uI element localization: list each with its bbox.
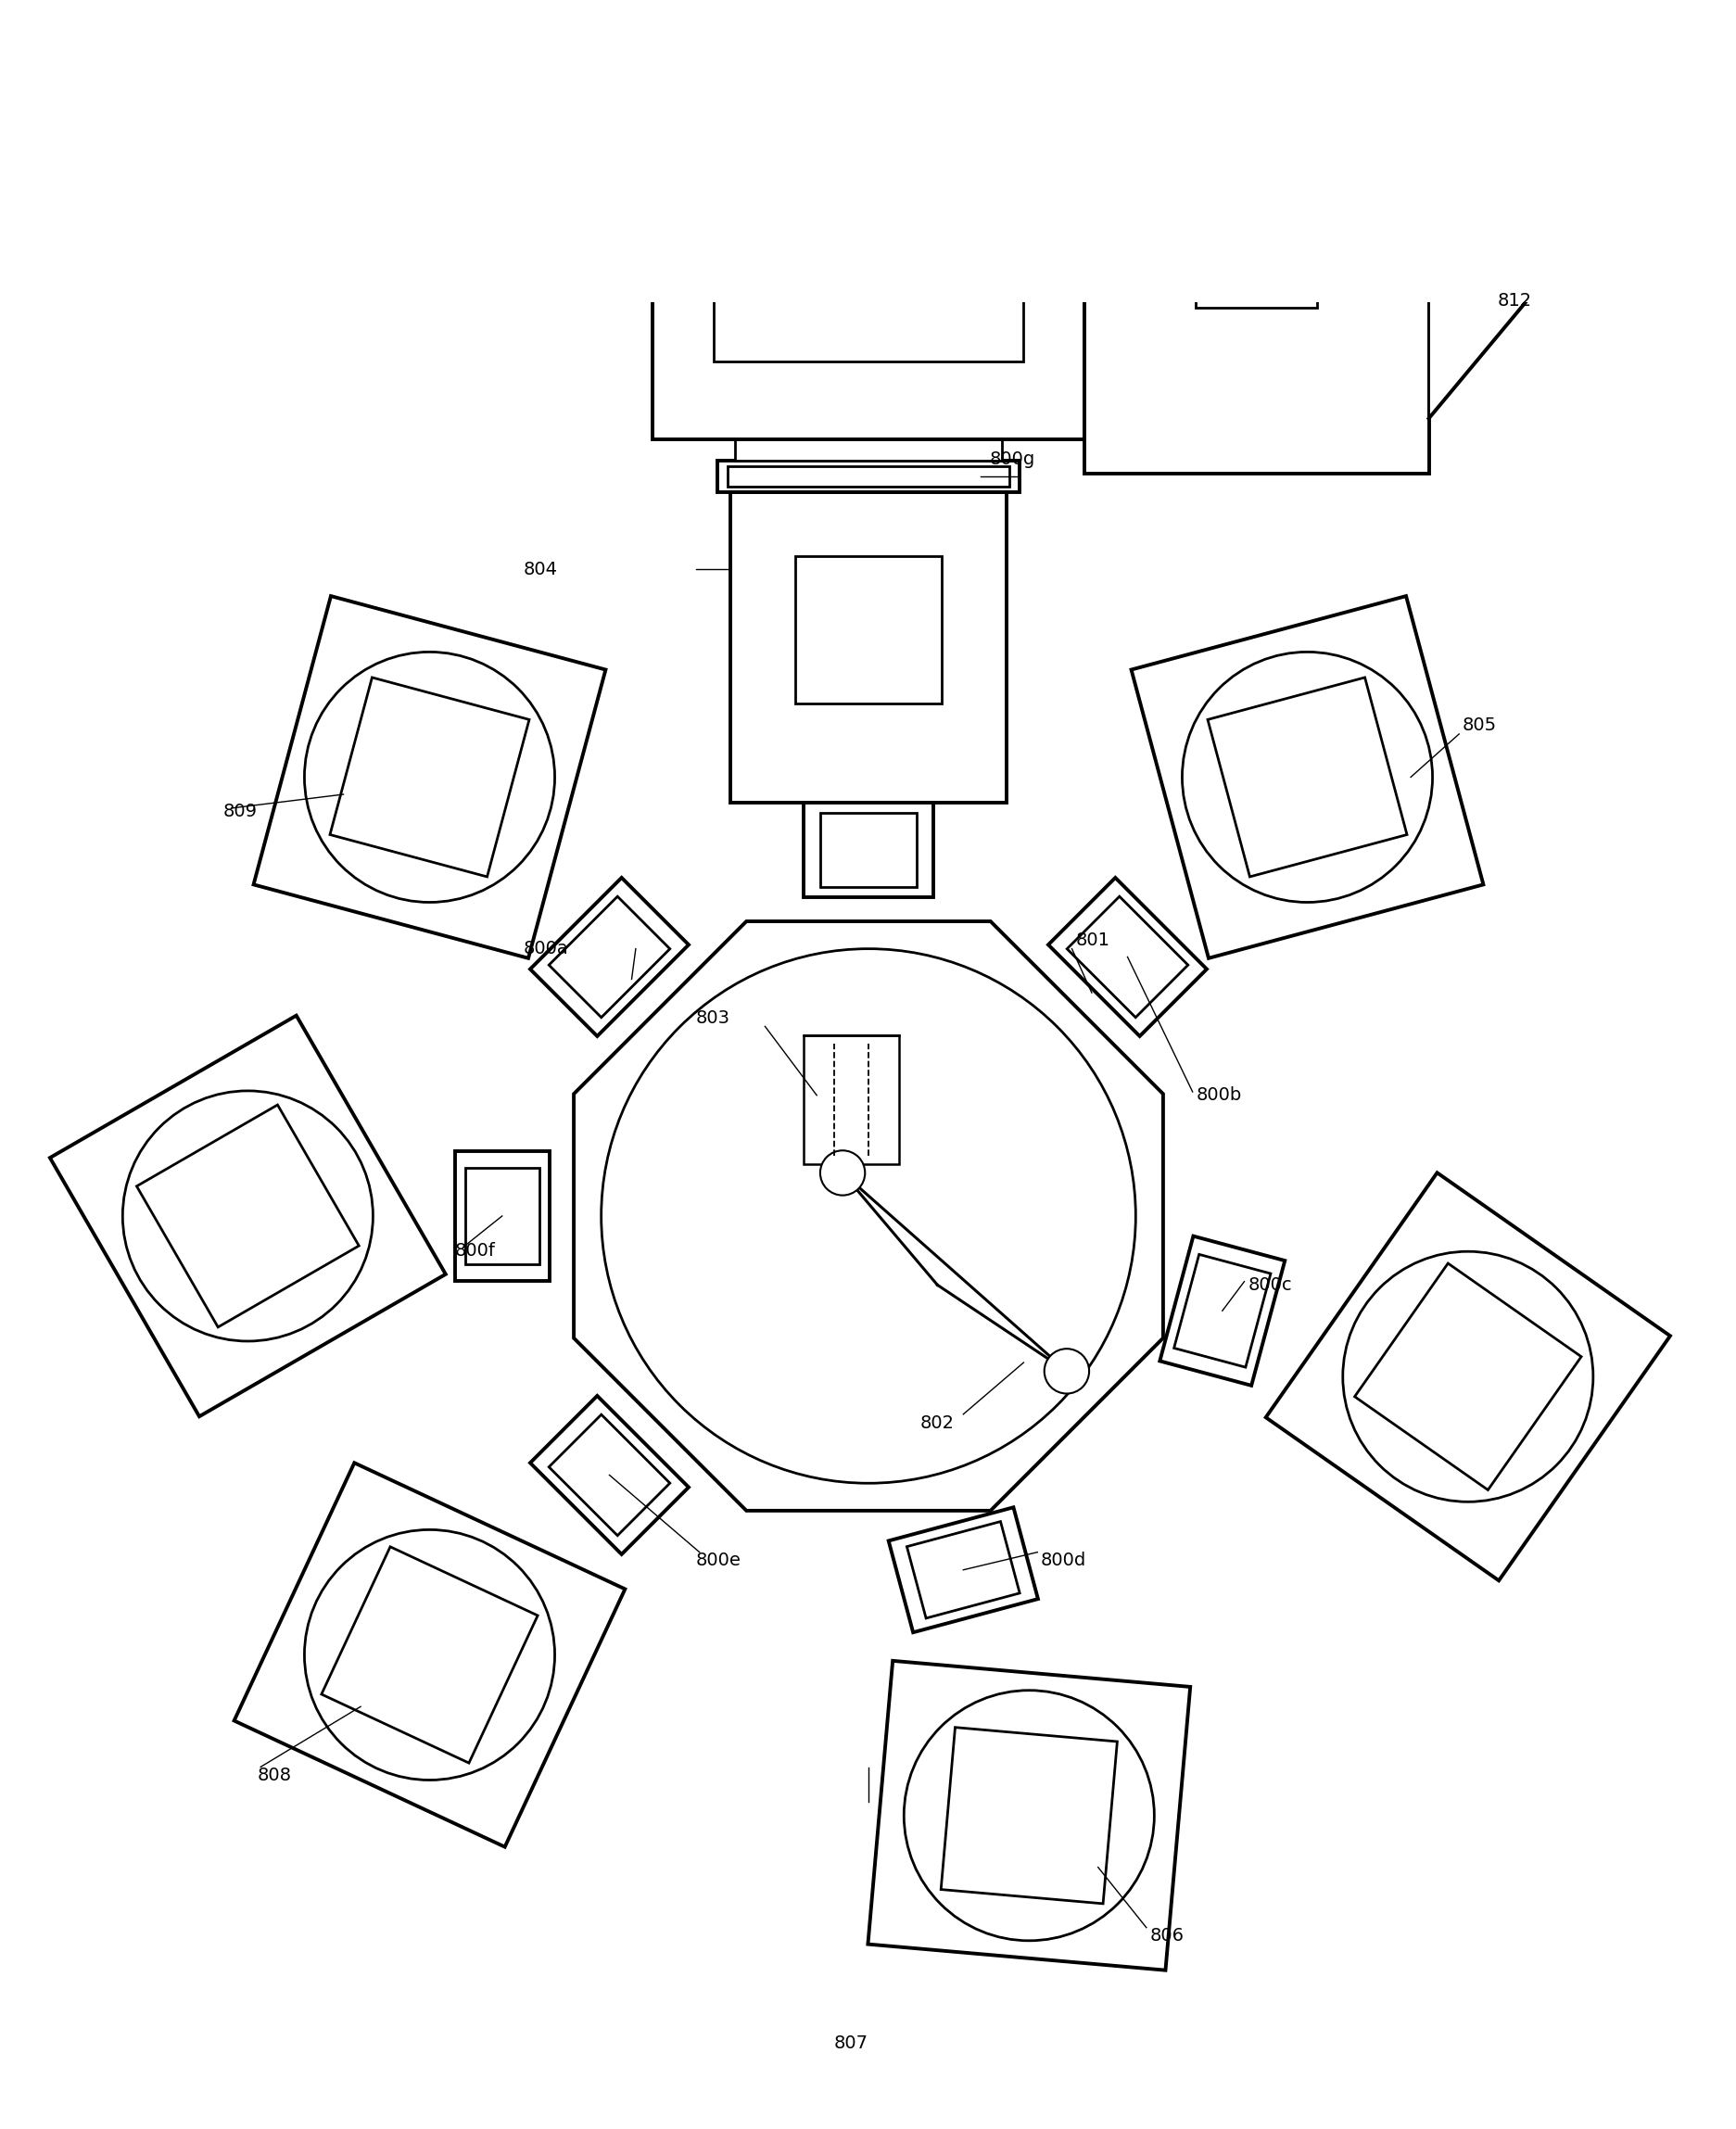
Circle shape [123, 1090, 373, 1341]
Bar [727, 466, 1009, 488]
Bar [795, 9, 941, 155]
Text: 800g: 800g [988, 451, 1035, 468]
Bar [717, 460, 1019, 492]
Polygon shape [573, 922, 1163, 1512]
Polygon shape [330, 677, 529, 877]
Bar [795, 556, 941, 703]
Text: 800c: 800c [1246, 1275, 1292, 1294]
Circle shape [304, 651, 554, 903]
Text: 803: 803 [696, 1009, 729, 1026]
Polygon shape [549, 1414, 670, 1535]
Polygon shape [234, 1463, 625, 1846]
Polygon shape [1174, 1254, 1271, 1367]
Polygon shape [1354, 1262, 1580, 1490]
Circle shape [903, 1690, 1154, 1942]
Polygon shape [868, 1661, 1189, 1969]
Text: 800a: 800a [523, 941, 568, 958]
Text: 800f: 800f [455, 1241, 495, 1258]
Text: 806: 806 [1149, 1927, 1184, 1946]
Bar [1196, 66, 1316, 307]
Text: 808: 808 [257, 1767, 292, 1784]
Polygon shape [906, 1522, 1019, 1618]
Text: 805: 805 [1462, 717, 1496, 735]
Text: 804: 804 [523, 560, 557, 579]
Polygon shape [549, 896, 670, 1018]
Polygon shape [889, 1507, 1038, 1633]
Bar [734, 439, 1002, 460]
Polygon shape [804, 803, 932, 896]
Text: 800d: 800d [1040, 1552, 1087, 1569]
Polygon shape [465, 1167, 538, 1265]
Bar [731, 492, 1005, 803]
Polygon shape [253, 596, 606, 958]
Bar [804, 1035, 898, 1165]
Circle shape [819, 1150, 865, 1194]
Text: 809: 809 [222, 803, 257, 820]
Bar [653, 0, 1083, 439]
Text: 801: 801 [1075, 930, 1109, 950]
Circle shape [1182, 651, 1432, 903]
Polygon shape [819, 813, 917, 886]
Polygon shape [1049, 877, 1207, 1037]
Text: 807: 807 [833, 2035, 868, 2052]
Text: 802: 802 [920, 1414, 955, 1431]
Text: 812: 812 [1496, 292, 1531, 311]
Bar [1135, 134, 1377, 238]
Bar [1083, 0, 1429, 473]
Polygon shape [941, 1727, 1116, 1903]
Polygon shape [1160, 1237, 1285, 1386]
Polygon shape [1429, 0, 1601, 419]
Polygon shape [321, 1548, 538, 1763]
Polygon shape [1130, 596, 1483, 958]
Polygon shape [1266, 1173, 1670, 1580]
Bar [713, 241, 1023, 362]
Polygon shape [529, 877, 687, 1037]
Circle shape [601, 950, 1135, 1484]
Text: 800b: 800b [1196, 1086, 1241, 1105]
Polygon shape [50, 1016, 446, 1416]
Polygon shape [137, 1105, 359, 1326]
Polygon shape [455, 1152, 549, 1282]
Polygon shape [1207, 677, 1406, 877]
Polygon shape [1066, 896, 1187, 1018]
Circle shape [1043, 1350, 1088, 1394]
Circle shape [1342, 1252, 1592, 1501]
Text: 800e: 800e [696, 1552, 741, 1569]
Circle shape [304, 1531, 554, 1780]
Polygon shape [529, 1397, 687, 1554]
